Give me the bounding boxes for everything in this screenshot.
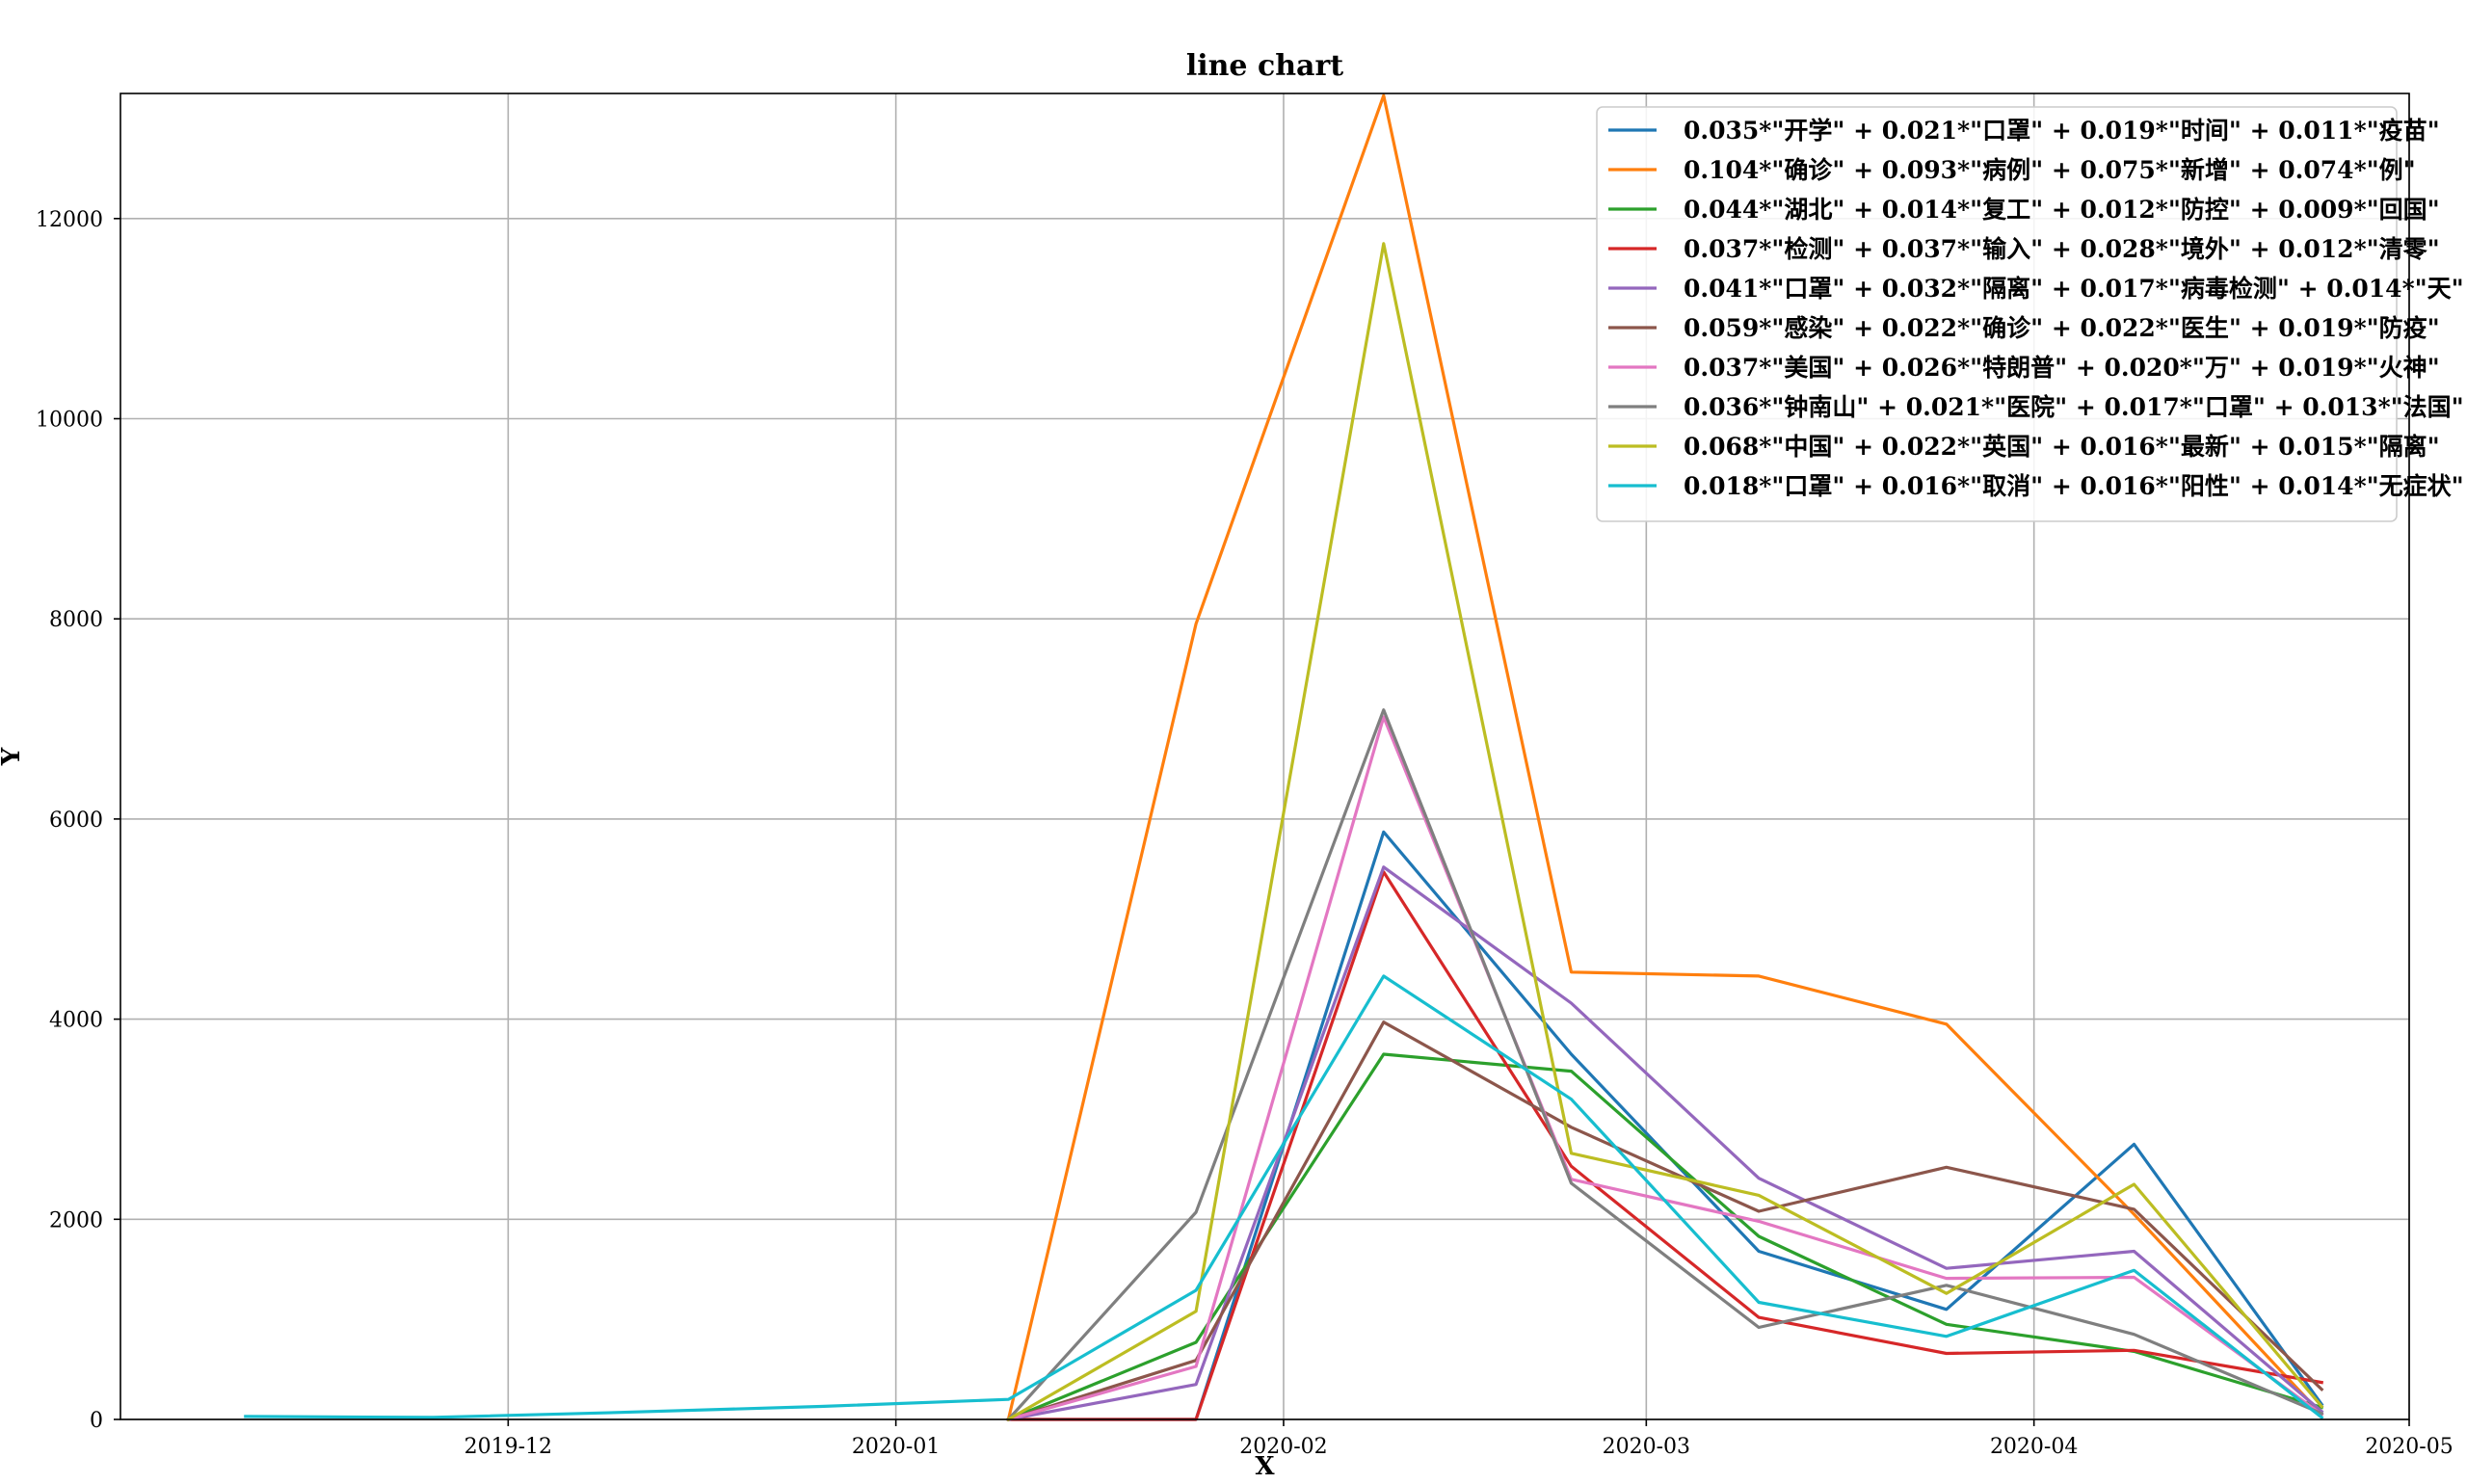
axis-ticks: 2019-12 2020-01 2020-02 2020-03 2020-04 2020-…: [36, 208, 2454, 1459]
legend-label: 0.036*"钟南山" + 0.021*"医院" + 0.017*"口罩" + …: [1684, 393, 2464, 421]
legend-label: 0.041*"口罩" + 0.032*"隔离" + 0.017*"病毒检测" +…: [1684, 275, 2464, 303]
legend-label: 0.037*"美国" + 0.026*"特朗普" + 0.020*"万" + 0…: [1684, 354, 2440, 382]
legend-label: 0.018*"口罩" + 0.016*"取消" + 0.016*"阳性" + 0…: [1684, 472, 2464, 500]
legend-label: 0.104*"确诊" + 0.093*"病例" + 0.075*"新增" + 0…: [1684, 156, 2416, 184]
x-tick-label: 2019-12: [464, 1435, 552, 1459]
legend: 0.035*"开学" + 0.021*"口罩" + 0.019*"时间" + 0…: [1596, 106, 2464, 522]
series-line-5: [1006, 865, 2324, 1421]
y-tick-label: 2000: [49, 1208, 103, 1232]
y-tick-label: 8000: [49, 608, 103, 632]
y-tick-label: 10000: [36, 409, 103, 433]
legend-label: 0.037*"检测" + 0.037*"输入" + 0.028*"境外" + 0…: [1684, 235, 2440, 263]
series-lines: [244, 93, 2324, 1422]
x-tick-label: 2020-05: [2365, 1435, 2453, 1459]
series-line-9: [1006, 242, 2324, 1422]
y-tick-label: 4000: [49, 1009, 103, 1033]
x-axis-title: X: [1255, 1452, 1275, 1480]
legend-label: 0.068*"中国" + 0.022*"英国" + 0.016*"最新" + 0…: [1684, 433, 2440, 461]
y-tick-label: 0: [90, 1409, 103, 1433]
x-tick-label: 2020-03: [1603, 1435, 1690, 1459]
y-tick-label: 12000: [36, 208, 103, 232]
x-tick-label: 2020-04: [1990, 1435, 2078, 1459]
legend-box: [1596, 106, 2398, 522]
x-tick-label: 2020-02: [1239, 1435, 1327, 1459]
legend-label: 0.035*"开学" + 0.021*"口罩" + 0.019*"时间" + 0…: [1684, 117, 2440, 145]
plot-frame: [119, 93, 2410, 1420]
x-tick-label: 2020-01: [852, 1435, 940, 1459]
y-axis-title: Y: [0, 747, 26, 766]
series-line-2: [1006, 93, 2324, 1421]
series-line-4: [1006, 870, 2324, 1421]
series-line-10: [244, 974, 2324, 1420]
legend-label: 0.044*"湖北" + 0.014*"复工" + 0.012*"防控" + 0…: [1684, 196, 2440, 224]
y-tick-label: 6000: [49, 808, 103, 833]
chart-title: line chart: [1186, 49, 1343, 83]
legend-label: 0.059*"感染" + 0.022*"确诊" + 0.022*"医生" + 0…: [1684, 314, 2440, 342]
